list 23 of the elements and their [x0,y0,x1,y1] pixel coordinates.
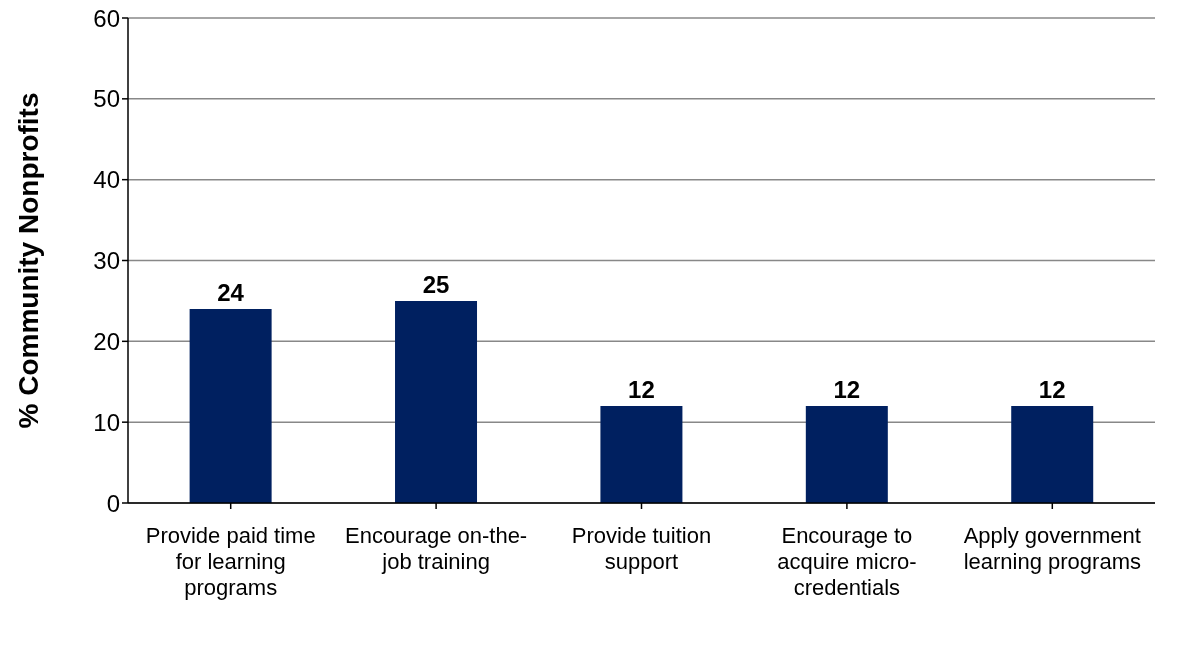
data-label: 24 [217,279,245,306]
y-tick-label: 10 [93,408,120,436]
y-tick-label: 50 [93,85,120,113]
y-tick-label: 0 [106,489,120,517]
x-tick-label: Provide paid time for learning programs [145,523,316,600]
y-axis-title: % Community Nonprofits [12,92,44,429]
y-tick-label: 20 [93,327,120,355]
y-tick-label: 30 [93,247,120,275]
bar [189,309,272,503]
data-label: 12 [628,376,655,403]
x-tick-label: Encourage on-the-job training [344,523,528,574]
data-label: 12 [833,376,861,403]
bar [1011,406,1094,503]
bar [395,300,478,503]
bar [600,406,683,503]
y-tick-label: 60 [93,4,120,32]
bar [805,406,888,503]
data-label: 25 [422,270,450,298]
y-tick-label: 40 [93,166,120,194]
x-tick-label: Provide tuition support [571,523,712,574]
x-tick-label: Apply government learning programs [963,523,1141,574]
data-label: 12 [1038,376,1066,403]
x-tick-label: Encourage to acquire micro-credentials [777,523,917,600]
